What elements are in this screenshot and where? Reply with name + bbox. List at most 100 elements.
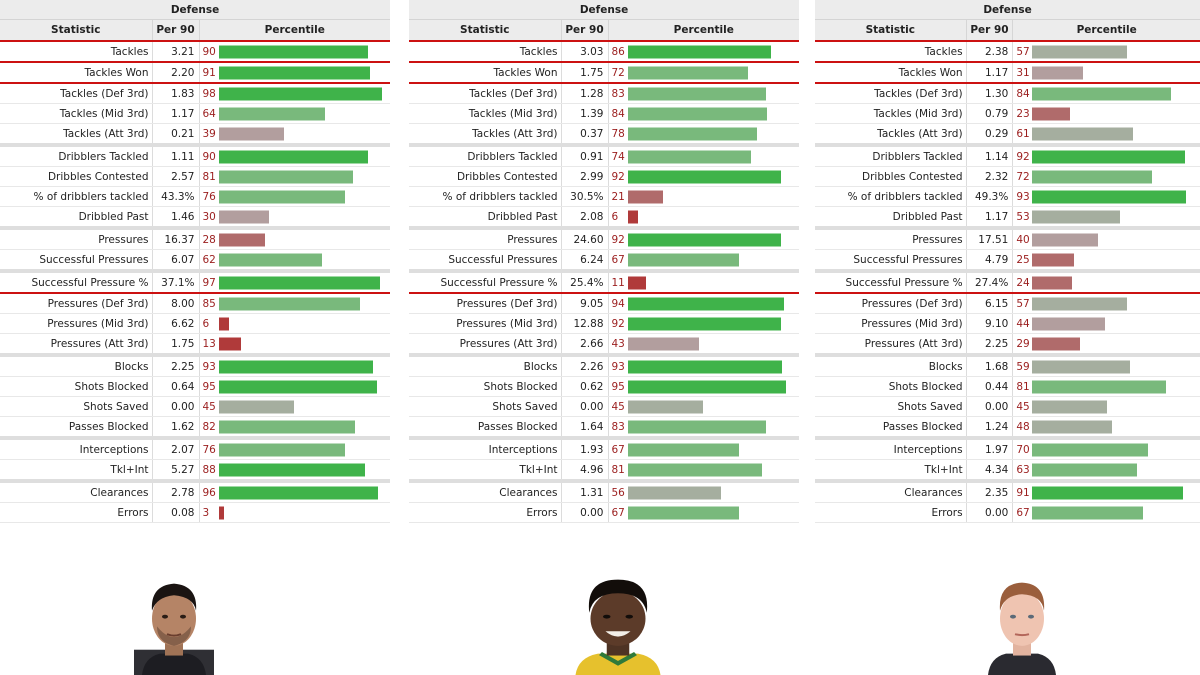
percentile-value: 92 [611,170,625,183]
percentile-bar [1032,170,1153,183]
per90-value: 2.25 [152,353,200,377]
percentile-cell: 67 [608,502,799,523]
header-per90[interactable]: Per 90 [966,19,1014,42]
per90-value: 0.62 [561,376,609,397]
percentile-value: 24 [1016,276,1030,289]
per90-value: 43.3% [152,186,200,207]
percentile-value: 56 [611,486,625,499]
per90-value: 4.79 [966,249,1014,272]
table-row: Pressures (Att 3rd) 2.66 43 [409,333,799,356]
table-row: Dribblers Tackled 0.91 74 [409,143,799,167]
table-row: % of dribblers tackled 43.3% 76 [0,186,390,207]
percentile-value: 94 [611,297,625,310]
defense-table: Defense Statistic Per 90 Percentile Tackles 3… [0,0,390,523]
table-row: Pressures 17.51 40 [815,226,1200,250]
percentile-cell: 94 [608,293,799,314]
header-per90[interactable]: Per 90 [561,19,609,42]
percentile-bar [627,150,751,163]
percentile-cell: 57 [1012,293,1200,314]
percentile-cell: 11 [608,269,799,294]
percentile-bar [218,45,368,58]
percentile-value: 48 [1016,420,1030,433]
header-statistic[interactable]: Statistic [0,19,153,42]
percentile-cell: 95 [608,376,799,397]
stat-name: % of dribblers tackled [409,186,562,207]
table-row: Blocks 2.26 93 [409,353,799,377]
percentile-cell: 61 [1012,123,1200,146]
percentile-bar [627,420,766,433]
header-statistic[interactable]: Statistic [409,19,562,42]
table-row: Tackles (Def 3rd) 1.83 98 [0,83,390,104]
stat-name: Pressures [0,226,153,250]
stat-name: Passes Blocked [815,416,967,439]
percentile-bar [218,127,284,140]
stat-name: Tkl+Int [409,459,562,482]
percentile-value: 76 [202,443,216,456]
percentile-bar [1032,190,1187,203]
percentile-value: 98 [202,87,216,100]
stat-name: Successful Pressures [409,249,562,272]
percentile-cell: 81 [608,459,799,482]
stat-name: Interceptions [815,436,967,460]
percentile-cell: 76 [199,186,390,207]
header-per90[interactable]: Per 90 [152,19,200,42]
header-percentile[interactable]: Percentile [608,19,799,42]
percentile-bar [627,190,663,203]
per90-value: 0.00 [152,396,200,417]
percentile-value: 83 [611,87,625,100]
percentile-bar [218,506,224,519]
percentile-bar [218,380,377,393]
percentile-bar [1032,443,1149,456]
percentile-cell: 83 [608,83,799,104]
stat-name: % of dribblers tackled [815,186,967,207]
table-row: Passes Blocked 1.24 48 [815,416,1200,439]
percentile-bar [218,420,355,433]
percentile-value: 88 [202,463,216,476]
percentile-cell: 96 [199,479,390,503]
stat-name: Interceptions [0,436,153,460]
percentile-cell: 13 [199,333,390,356]
percentile-value: 57 [1016,297,1030,310]
per90-value: 6.62 [152,313,200,334]
percentile-cell: 93 [1012,186,1200,207]
table-row: Clearances 1.31 56 [409,479,799,503]
per90-value: 1.17 [966,62,1014,84]
percentile-cell: 98 [199,83,390,104]
percentile-value: 44 [1016,317,1030,330]
percentile-cell: 40 [1012,226,1200,250]
header-statistic[interactable]: Statistic [815,19,967,42]
percentile-value: 91 [1016,486,1030,499]
header-percentile[interactable]: Percentile [199,19,390,42]
per90-value: 1.24 [966,416,1014,439]
table-row: Tackles 3.03 86 [409,40,799,63]
percentile-bar [218,233,265,246]
stat-name: Tackles (Att 3rd) [815,123,967,146]
per90-value: 3.21 [152,40,200,63]
stat-name: Passes Blocked [0,416,153,439]
percentile-cell: 84 [1012,83,1200,104]
percentile-bar [218,463,365,476]
percentile-bar [627,360,782,373]
defense-panel-1: Defense Statistic Per 90 Percentile Tackles 3… [0,0,390,523]
table-row: Pressures (Mid 3rd) 6.62 6 [0,313,390,334]
percentile-value: 61 [1016,127,1030,140]
table-row: Tkl+Int 4.96 81 [409,459,799,482]
percentile-cell: 97 [199,269,390,294]
per90-value: 1.14 [966,143,1014,167]
player-headshot-3-icon [982,568,1062,675]
table-row: Clearances 2.78 96 [0,479,390,503]
percentile-value: 95 [202,380,216,393]
stat-name: Tackles [0,40,153,63]
header-percentile[interactable]: Percentile [1012,19,1200,42]
percentile-value: 67 [1016,506,1030,519]
per90-value: 0.44 [966,376,1014,397]
stat-name: Clearances [0,479,153,503]
percentile-value: 93 [202,360,216,373]
table-row: Successful Pressures 6.24 67 [409,249,799,272]
percentile-value: 84 [611,107,625,120]
per90-value: 6.24 [561,249,609,272]
table-row: Dribbles Contested 2.99 92 [409,166,799,187]
percentile-cell: 85 [199,293,390,314]
percentile-value: 6 [611,210,619,223]
percentile-value: 13 [202,337,216,350]
